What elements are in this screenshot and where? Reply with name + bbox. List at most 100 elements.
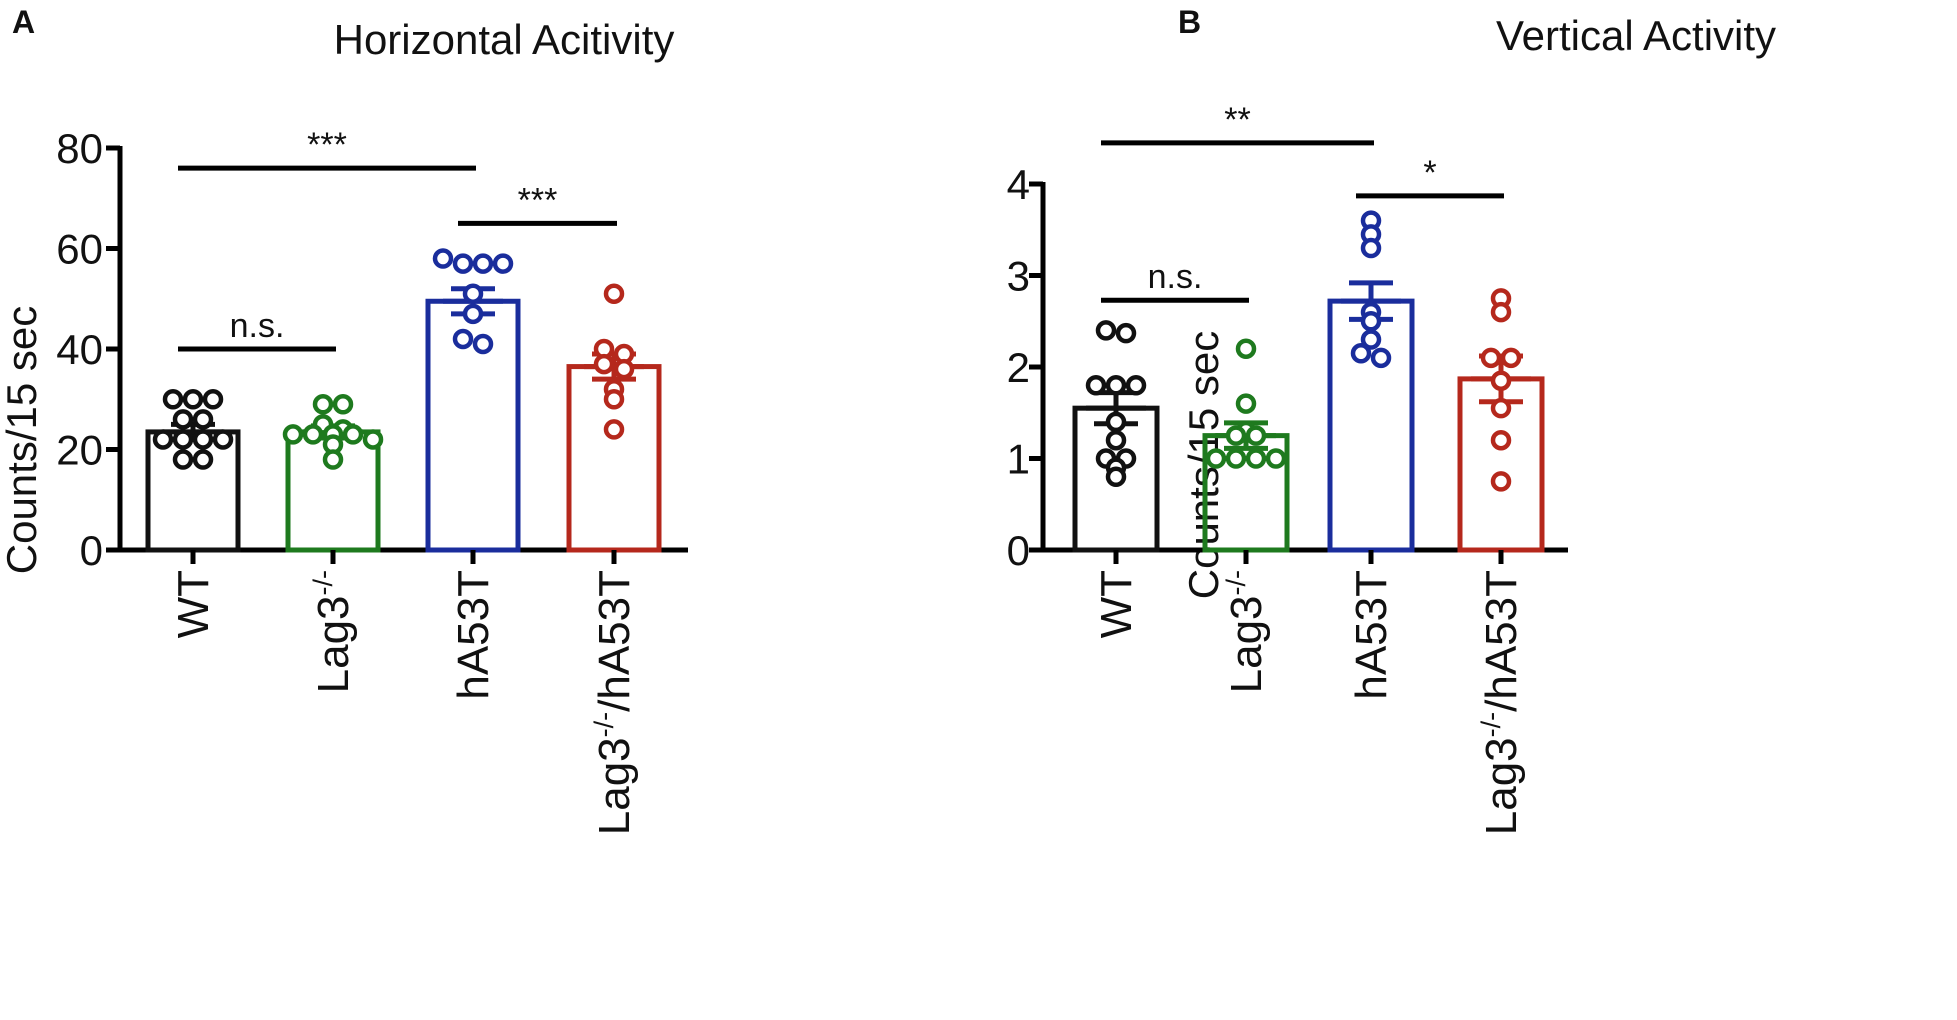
- panel-b-data-point: [1265, 448, 1287, 469]
- panel-a-category-label: WT: [169, 570, 218, 638]
- panel-a-significance-label: ***: [518, 181, 558, 219]
- panel-b-data-point: [1490, 471, 1512, 492]
- panel-a-data-point: [492, 253, 514, 274]
- panel-a-category-label-sup: -/-: [308, 570, 338, 595]
- panel-a-data-point: [312, 394, 334, 415]
- panel-b-data-point: [1125, 375, 1147, 396]
- panel-b-data-point: [1490, 370, 1512, 391]
- panel-a-data-point: [192, 449, 214, 470]
- panel-a-data-point: [462, 303, 484, 325]
- panel-b-letter: B: [1178, 4, 1201, 40]
- panel-a-letter: A: [12, 4, 35, 40]
- panel-b-significance-label: **: [1224, 101, 1250, 139]
- panel-b-data-point: [1205, 448, 1227, 469]
- panel-a-category-label: hA53T: [449, 570, 498, 700]
- panel-a-data-point: [172, 429, 194, 450]
- panel-b-category-label-base: hA53T: [1347, 570, 1396, 700]
- panel-b-data-point: [1245, 448, 1267, 469]
- panel-b-data-point: [1095, 320, 1117, 341]
- panel-a-data-point: [462, 283, 484, 304]
- panel-a-data-point: [172, 409, 194, 430]
- panel-a-data-point: [452, 328, 474, 350]
- panel-a-category-label-base: Lag3: [309, 595, 358, 693]
- panel-a-title: Horizontal Acitivity: [334, 16, 675, 63]
- panel-a-category-label: Lag3-/-: [308, 570, 358, 693]
- panel-b-data-point: [1350, 343, 1372, 364]
- panel-b-category-label: hA53T: [1347, 570, 1396, 700]
- panel-a-data-point: [332, 394, 354, 415]
- panel-a-data-point: [432, 248, 454, 269]
- panel-a-data-point: [362, 429, 384, 450]
- panel-a-data-point: [452, 253, 474, 274]
- panel-b-category-label-base: WT: [1092, 570, 1141, 638]
- panel-a-category-label-base: hA53T: [449, 570, 498, 700]
- panel-a-data-point: [192, 429, 214, 450]
- panel-a-data-point: [603, 389, 625, 410]
- panel-a-y-tick-label: 60: [56, 226, 103, 273]
- panel-a-data-point: [152, 429, 174, 450]
- panel-b-category-label: Lag3-/-: [1221, 570, 1271, 693]
- panel-b-data-point: [1245, 425, 1267, 446]
- panel-b-category-label-base: Lag3: [1222, 595, 1271, 693]
- panel-a-y-tick-label: 40: [56, 326, 103, 373]
- panel-b-vertical-activity: B Vertical Activity Counts/15 sec 01234W…: [1007, 4, 1776, 835]
- panel-b-data-point: [1235, 338, 1257, 359]
- panel-a-category-label-sup: -/-: [589, 712, 619, 737]
- panel-b-data-point: [1085, 375, 1107, 396]
- panel-b-y-tick-label: 4: [1007, 161, 1030, 208]
- panel-a-y-axis-label: Counts/15 sec: [0, 306, 45, 575]
- panel-a-significance-label: n.s.: [230, 307, 285, 345]
- panel-a-category-label: Lag3-/-/hA53T: [589, 570, 639, 835]
- panel-a-data-point: [302, 424, 324, 445]
- panel-b-data-point: [1370, 347, 1392, 369]
- panel-a-data-point: [282, 424, 304, 445]
- panel-b-title: Vertical Activity: [1496, 12, 1776, 59]
- panel-b-data-point: [1490, 301, 1512, 323]
- panel-a-y-tick-label: 80: [56, 125, 103, 172]
- panel-b-category-label: WT: [1092, 570, 1141, 638]
- panel-b-significance-label: *: [1423, 154, 1436, 192]
- panel-a-data-point: [192, 409, 214, 430]
- panel-b-significance-label: n.s.: [1148, 258, 1203, 296]
- panel-a-data-point: [472, 333, 494, 355]
- panel-a-data-point: [322, 449, 344, 470]
- panel-b-data-point: [1105, 375, 1127, 396]
- panel-a-category-label-tail: /hA53T: [590, 570, 639, 712]
- panel-a-category-label-base: WT: [169, 570, 218, 638]
- panel-a-significance-label: ***: [307, 126, 347, 164]
- panel-a-data-point: [472, 253, 494, 274]
- panel-b-y-tick-label: 3: [1007, 253, 1030, 300]
- panel-a-horizontal-activity: A Horizontal Acitivity Counts/15 sec 0 20…: [0, 4, 688, 835]
- panel-a-y-tick-label: 20: [56, 427, 103, 474]
- panel-b-data-point: [1225, 448, 1247, 469]
- panel-b-data-point: [1360, 329, 1382, 350]
- panel-a-data-point: [182, 389, 204, 410]
- panel-b-y-tick-label: 2: [1007, 344, 1030, 391]
- panel-a-data-point: [172, 449, 194, 470]
- panel-b-y-tick-label: 1: [1007, 436, 1030, 483]
- panel-b-data-point: [1105, 429, 1127, 451]
- panel-b-category-label-tail: /hA53T: [1477, 570, 1526, 712]
- panel-b-y-tick-label: 0: [1007, 527, 1030, 574]
- panel-a-data-point: [212, 429, 234, 450]
- panel-b-data-point: [1225, 425, 1247, 446]
- panel-b-data-point: [1480, 347, 1502, 369]
- panel-b-data-point: [1360, 237, 1382, 259]
- panel-b-category-label-base: Lag3: [1477, 737, 1526, 835]
- panel-b-category-label: Lag3-/-/hA53T: [1476, 570, 1526, 835]
- panel-b-data-point: [1235, 393, 1257, 414]
- panel-a-data-point: [593, 353, 615, 375]
- panel-a-bar: [145, 429, 241, 553]
- panel-a-data-point: [202, 389, 224, 410]
- panel-b-data-point: [1115, 322, 1137, 344]
- panel-b-data-point: [1105, 466, 1127, 488]
- panel-a-category-label-base: Lag3: [590, 737, 639, 835]
- panel-a-data-point: [603, 283, 625, 304]
- panel-a-data-point: [603, 419, 625, 440]
- panel-b-category-label-sup: -/-: [1221, 570, 1251, 595]
- panel-b-category-label-sup: -/-: [1476, 712, 1506, 737]
- panel-a-data-point: [342, 424, 364, 445]
- panel-b-data-point: [1360, 311, 1382, 332]
